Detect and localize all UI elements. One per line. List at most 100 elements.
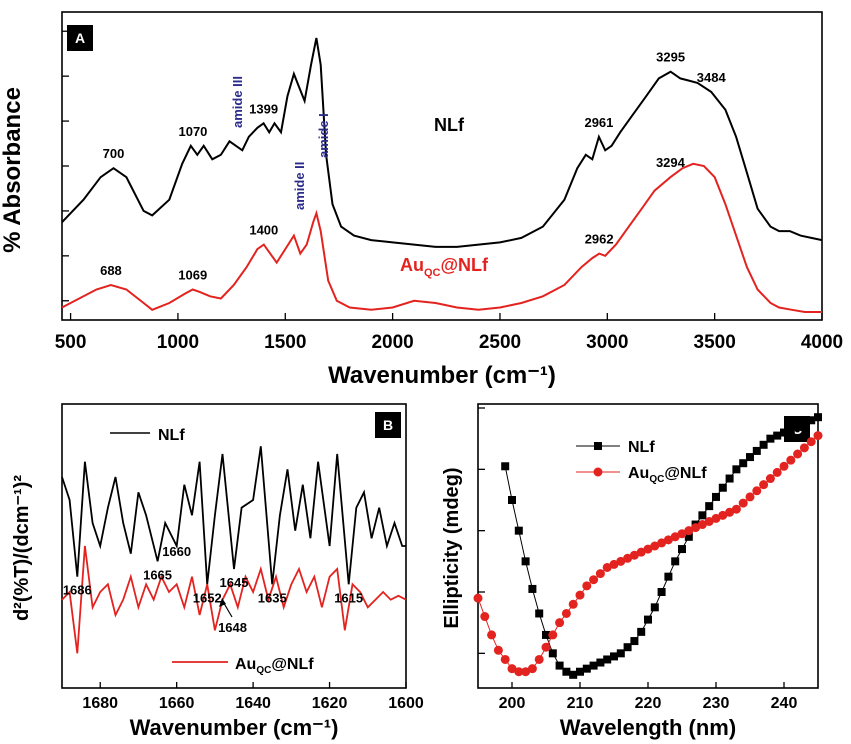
point-c-au-qc-nlf-229	[704, 516, 714, 526]
point-c-nlf-202	[521, 557, 530, 566]
point-c-nlf-241	[786, 425, 795, 434]
x-tick-label-b-1600: 1600	[388, 695, 424, 712]
point-c-nlf-221	[650, 603, 659, 612]
point-c-au-qc-nlf-238	[765, 474, 775, 484]
x-tick-label-a-500: 500	[55, 332, 87, 353]
point-c-nlf-205	[542, 630, 550, 639]
point-c-au-qc-nlf-218	[629, 550, 639, 560]
panel-b-x-ticks: 1680 1660 1640 1620 1600	[82, 682, 424, 712]
point-c-nlf-236	[752, 446, 761, 455]
point-c-au-qc-nlf-224	[670, 532, 680, 542]
series-nlf-line	[61, 37, 823, 248]
panel-a-series	[61, 37, 823, 313]
x-tick-label-a-2500: 2500	[479, 332, 521, 353]
series-label-nlf-tail: @NLf	[441, 255, 490, 275]
point-c-au-qc-nlf-228	[697, 520, 707, 530]
point-c-au-qc-nlf-241	[786, 455, 796, 465]
annotation-a-1070: 1070	[178, 124, 207, 139]
point-c-nlf-213	[596, 658, 605, 667]
point-c-nlf-240	[780, 428, 788, 437]
point-c-nlf-237	[759, 440, 768, 449]
point-c-au-qc-nlf-235	[745, 492, 755, 502]
series-label-au: Au	[400, 255, 424, 275]
point-c-nlf-220	[644, 615, 652, 624]
point-c-nlf-244	[807, 416, 816, 425]
point-c-nlf-239	[773, 431, 782, 440]
x-tick-label-a-2000: 2000	[371, 332, 413, 353]
point-c-nlf-223	[664, 572, 673, 581]
point-c-au-qc-nlf-213	[595, 569, 605, 579]
annotation-b-1652: 1652	[193, 590, 222, 605]
panel-b-frame	[61, 403, 407, 689]
point-c-nlf-206	[548, 649, 557, 658]
point-c-au-qc-nlf-201	[514, 667, 524, 677]
point-c-nlf-235	[746, 453, 754, 462]
panel-c-x-ticks: 200 210 220 230 240	[499, 682, 798, 712]
point-c-au-qc-nlf-239	[772, 467, 782, 477]
annotation-b-1686: 1686	[63, 583, 92, 598]
point-c-nlf-229	[705, 502, 714, 511]
x-tick-label-a-3500: 3500	[694, 332, 736, 353]
series-label-qc: QC	[424, 267, 441, 279]
legend-b-nlf-label: NLf	[158, 427, 185, 444]
point-c-nlf-222	[657, 588, 666, 596]
legend-c-qc: QC	[649, 474, 664, 485]
point-c-au-qc-nlf-227	[691, 523, 701, 533]
point-c-nlf-245	[814, 413, 822, 422]
point-c-au-qc-nlf-195	[473, 593, 483, 603]
point-c-nlf-216	[616, 649, 625, 658]
point-c-au-qc-nlf-225	[677, 529, 687, 539]
point-c-nlf-226	[684, 532, 693, 541]
point-c-au-qc-nlf-220	[643, 544, 653, 554]
annotation-b-1648: 1648	[218, 620, 247, 635]
point-c-au-qc-nlf-209	[568, 599, 578, 609]
x-tick-label-a-4000: 4000	[801, 332, 843, 353]
point-c-nlf-210	[576, 667, 584, 676]
x-tick-label-a-3000: 3000	[586, 332, 628, 353]
point-c-nlf-201	[514, 526, 523, 535]
point-c-au-qc-nlf-216	[616, 556, 626, 566]
annotation-b-1665: 1665	[143, 567, 172, 582]
panel-a-x-ticks: 500 1000 1500 2000 2500 3000 3500 4000	[55, 313, 843, 353]
annotation-a-1069: 1069	[178, 268, 207, 283]
x-tick-label-b-1620: 1620	[312, 695, 348, 712]
point-c-nlf-232	[725, 474, 734, 483]
point-c-nlf-224	[671, 557, 680, 566]
point-c-nlf-242	[793, 422, 802, 431]
point-c-nlf-200	[508, 496, 516, 504]
legend-b-au: Au	[235, 656, 256, 673]
annotation-a-3484: 3484	[697, 70, 727, 85]
panel-b-series	[61, 446, 407, 654]
band-label-amide-iii: amide III	[230, 76, 245, 128]
point-c-nlf-217	[623, 643, 632, 652]
point-c-au-qc-nlf-222	[657, 538, 667, 548]
point-c-nlf-218	[630, 637, 639, 646]
panel-b-x-axis-label: Wavenumber (cm⁻¹)	[130, 715, 339, 740]
panel-a-annotations: 700 1070 1399 2961 3295 3484 688 1069 1400 2962 32…	[100, 50, 726, 283]
point-c-au-qc-nlf-200	[507, 664, 517, 674]
x-tick-label-c-200: 200	[499, 695, 526, 712]
x-tick-label-c-220: 220	[635, 695, 662, 712]
annotation-b-1645: 1645	[220, 575, 249, 590]
x-tick-label-a-1500: 1500	[264, 332, 306, 353]
annotation-1648-arrowhead	[219, 598, 226, 607]
legend-c-nlf-marker	[594, 442, 602, 450]
panel-a-x-axis-label: Wavenumber (cm⁻¹)	[328, 362, 556, 389]
annotation-a-1400: 1400	[249, 223, 278, 238]
point-c-au-qc-nlf-219	[636, 547, 646, 557]
point-c-au-qc-nlf-212	[589, 575, 599, 585]
annotation-a-688: 688	[100, 263, 122, 278]
point-c-au-qc-nlf-202	[521, 667, 531, 677]
annotation-a-3294: 3294	[656, 155, 686, 170]
point-c-au-qc-nlf-232	[725, 507, 735, 517]
point-c-nlf-231	[718, 483, 727, 492]
point-c-au-qc-nlf-217	[623, 553, 633, 563]
point-c-au-qc-nlf-208	[561, 608, 571, 618]
x-tick-label-a-1000: 1000	[157, 332, 199, 353]
x-tick-label-c-210: 210	[567, 695, 594, 712]
panel-a-y-axis-label: % Absorbance	[0, 87, 26, 253]
legend-b-auqc-label: AuQC@NLf	[235, 656, 314, 676]
point-c-au-qc-nlf-205	[541, 642, 551, 652]
x-tick-label-c-240: 240	[771, 695, 798, 712]
panel-a: A 500 1000 1500 2000 2500 3000 3500 4000 700 107…	[0, 11, 843, 389]
